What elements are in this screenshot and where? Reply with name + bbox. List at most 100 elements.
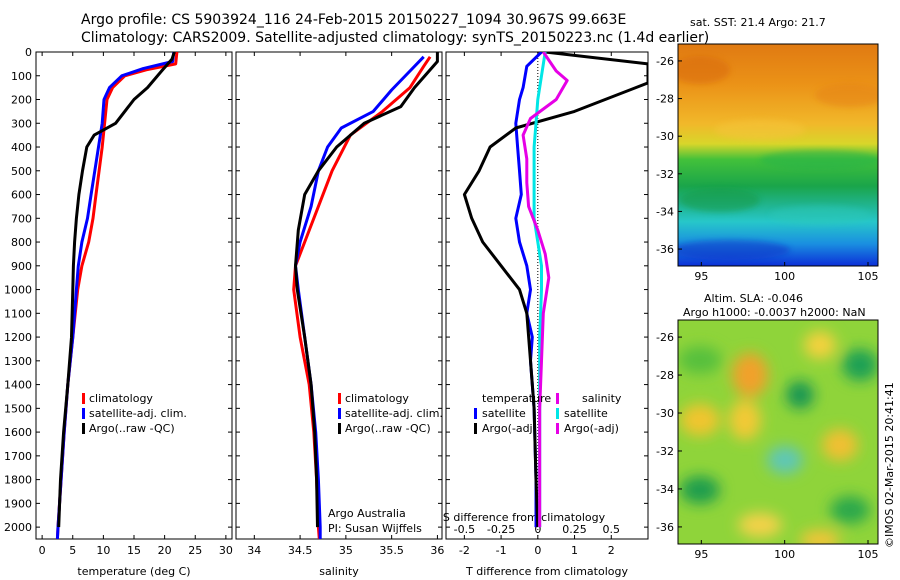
sst-map-title: sat. SST: 21.4 Argo: 21.7 [690, 16, 826, 29]
plot-frame [35, 51, 233, 540]
x-tick-label: 0 [39, 544, 46, 557]
map-y-tick-label: -32 [656, 168, 674, 181]
legend-swatch [338, 408, 341, 419]
y-tick-label: 600 [11, 189, 32, 202]
title-line-2: Climatology: CARS2009. Satellite-adjuste… [81, 30, 710, 46]
legend-title: temperature [482, 392, 551, 405]
salinity-tick-label: -0.5 [454, 523, 475, 536]
salinity-tick-label: -0.25 [487, 523, 515, 536]
x-tick-label: 35 [339, 544, 353, 557]
y-tick-label: 700 [11, 212, 32, 225]
map-y-tick-label: -26 [656, 331, 674, 344]
legend-swatch [82, 408, 85, 419]
map-y-tick-label: -28 [656, 369, 674, 382]
annotation-argo-australia: Argo Australia [328, 507, 406, 520]
map-x-tick-label: 105 [858, 548, 879, 561]
legend-label: salinity [582, 392, 622, 405]
salinity-tick-label: 0.25 [562, 523, 587, 536]
legend-swatch [338, 393, 341, 404]
x-tick-label: -1 [496, 544, 507, 557]
series-line [521, 52, 569, 528]
sla-map: 95 100 105 -26 -28 -30 -32 -34 -36 Altim. SLA: -… [656, 292, 879, 561]
map-y-tick-label: -26 [656, 55, 674, 68]
plot-frame [235, 51, 443, 540]
x-tick-label: 10 [96, 544, 110, 557]
title-line-1: Argo profile: CS 5903924_116 24-Feb-2015… [81, 12, 627, 28]
salinity-axis-label: S difference from climatology [443, 511, 606, 524]
footer-copyright: ©IMOS 02-Mar-2015 20:41:41 [883, 382, 896, 548]
map-y-tick-label: -30 [656, 130, 674, 143]
legend-swatch [556, 393, 559, 404]
temperature-panel: 0 5 10 15 20 25 30 temperature (deg C) 0 100 200 30… [4, 46, 233, 578]
x-tick-label: 5 [69, 544, 76, 557]
legend-label: Argo(-adj) [482, 422, 537, 435]
y-tick-label: 2000 [4, 521, 32, 534]
y-tick-label: 300 [11, 117, 32, 130]
map-y-tick-label: -36 [656, 521, 674, 534]
x-tick-label: 36 [430, 544, 444, 557]
y-tick-label: 1300 [4, 355, 32, 368]
salinity-tick-label: 0 [534, 523, 541, 536]
x-axis-label: salinity [319, 565, 359, 578]
salinity-panel: 34 34.5 35 35.5 36 salinity climatology satelli… [235, 51, 444, 578]
map-y-tick-label: -30 [656, 407, 674, 420]
legend-swatch [556, 423, 559, 434]
y-tick-label: 1000 [4, 284, 32, 297]
y-tick-label: 1900 [4, 497, 32, 510]
y-tick-label: 1100 [4, 307, 32, 320]
x-axis-label: T difference from climatology [465, 565, 628, 578]
map-x-tick-label: 100 [774, 548, 795, 561]
x-axis-label: temperature (deg C) [77, 565, 190, 578]
x-tick-label: 34 [247, 544, 261, 557]
x-tick-label: 2 [608, 544, 615, 557]
series-line [462, 52, 648, 528]
map-y-tick-label: -28 [656, 93, 674, 106]
y-tick-label: 800 [11, 236, 32, 249]
legend-swatch [82, 423, 85, 434]
map-x-tick-label: 95 [694, 270, 708, 283]
legend-swatch [556, 408, 559, 419]
sla-map-title-1: Altim. SLA: -0.046 [704, 292, 803, 305]
map-x-tick-label: 95 [694, 548, 708, 561]
y-tick-label: 1200 [4, 331, 32, 344]
annotation-pi: PI: Susan Wijffels [328, 522, 422, 535]
x-tick-label: 25 [188, 544, 202, 557]
series-line [294, 52, 439, 528]
y-tick-label: 1400 [4, 379, 32, 392]
y-tick-label: 100 [11, 70, 32, 83]
legend-label: satellite-adj. clim. [89, 407, 187, 420]
x-tick-label: 30 [219, 544, 233, 557]
x-tick-label: 15 [127, 544, 141, 557]
map-x-tick-label: 100 [774, 270, 795, 283]
legend-label: satellite [482, 407, 526, 420]
y-tick-label: 1700 [4, 450, 32, 463]
legend-swatch [474, 423, 477, 434]
map-x-tick-label: 105 [858, 270, 879, 283]
legend-label: Argo(..raw -QC) [89, 422, 175, 435]
x-tick-label: 35.5 [379, 544, 404, 557]
legend-label: satellite-adj. clim. [345, 407, 443, 420]
map-y-tick-label: -34 [656, 205, 674, 218]
series-line [57, 52, 176, 528]
legend-label: climatology [89, 392, 153, 405]
legend-label: climatology [345, 392, 409, 405]
x-tick-label: 1 [571, 544, 578, 557]
y-tick-label: 400 [11, 141, 32, 154]
x-tick-label: 0 [534, 544, 541, 557]
y-tick-label: 1500 [4, 402, 32, 415]
legend-swatch [82, 393, 85, 404]
legend-label: Argo(-adj) [564, 422, 619, 435]
y-tick-label: 500 [11, 165, 32, 178]
x-tick-label: -2 [459, 544, 470, 557]
x-tick-label: 20 [158, 544, 172, 557]
x-tick-label: 34.5 [288, 544, 313, 557]
y-tick-label: 900 [11, 260, 32, 273]
sla-map-title-2: Argo h1000: -0.0037 h2000: NaN [683, 306, 866, 319]
difference-panel: -2 -1 0 1 2 T difference from climatology -0.5… [443, 51, 649, 578]
legend-label: satellite [564, 407, 608, 420]
y-tick-label: 1800 [4, 474, 32, 487]
y-tick-label: 200 [11, 94, 32, 107]
y-tick-label: 1600 [4, 426, 32, 439]
sst-map: 95 100 105 -26 -28 -30 -32 -34 -36 sat. SST: 21.… [656, 16, 879, 283]
